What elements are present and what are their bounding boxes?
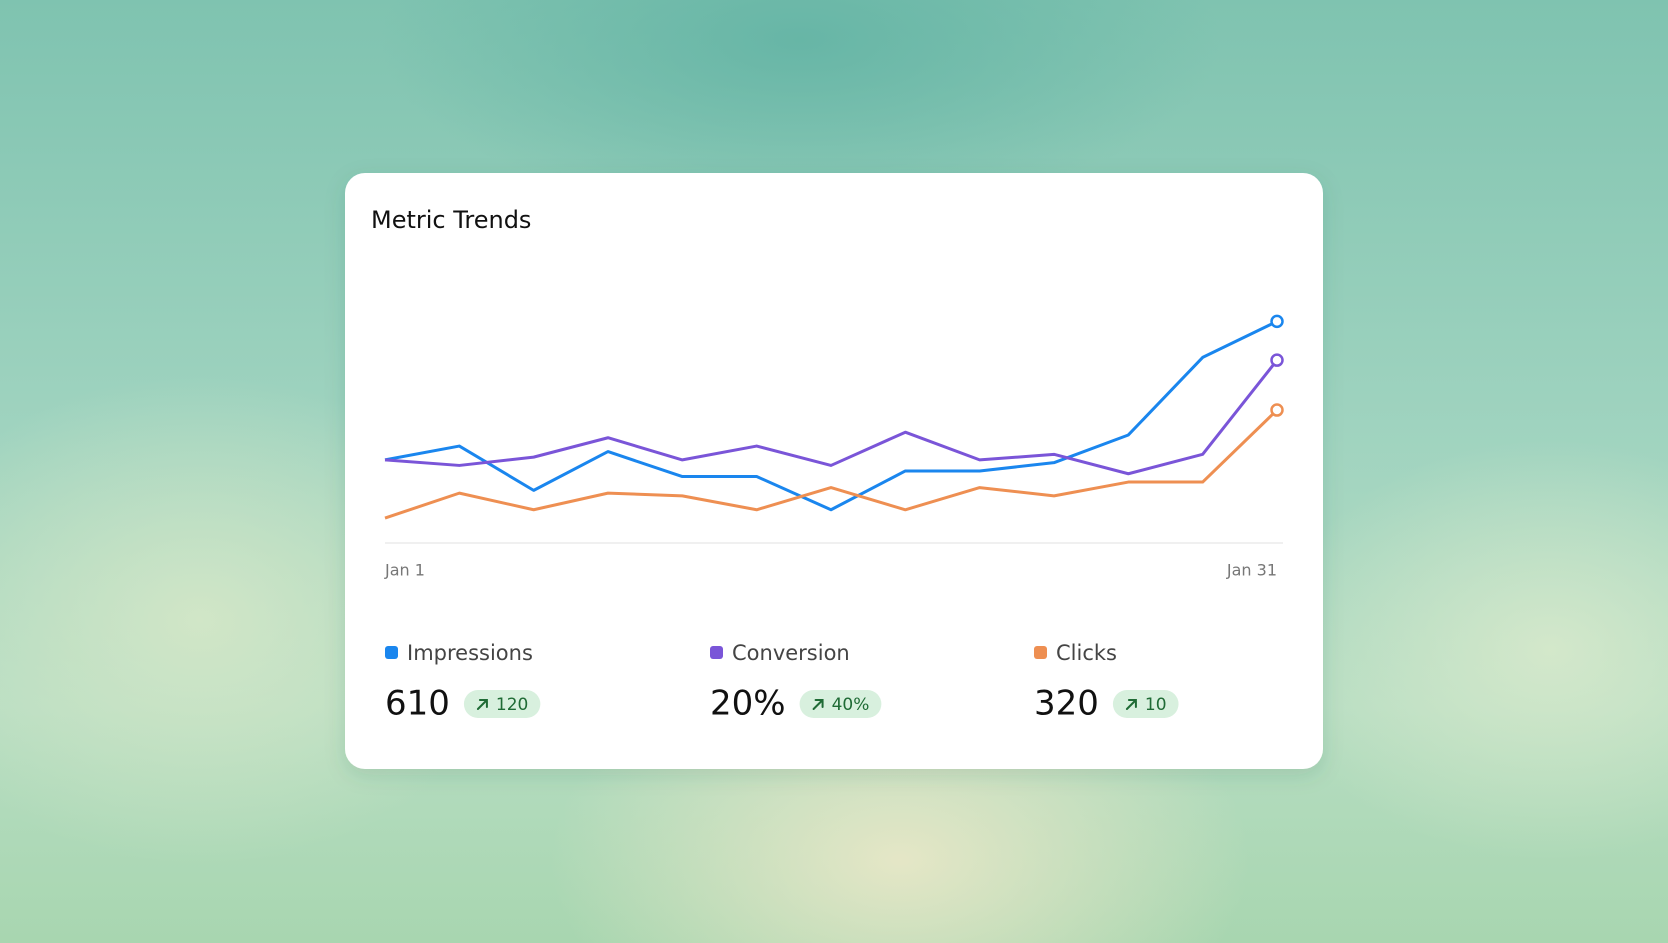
arrow-icon <box>1125 699 1137 710</box>
end-point <box>1270 314 1284 329</box>
legend-swatch <box>1034 646 1047 659</box>
arrow-icon <box>476 699 488 710</box>
end-point <box>1270 353 1284 367</box>
legend-label: Impressions <box>407 641 533 665</box>
change-badge <box>799 690 882 718</box>
metric-value: 610 <box>385 684 450 724</box>
change-badge <box>1112 690 1179 718</box>
x-tick-label: Jan 31 <box>1226 561 1277 580</box>
metric-value: 320 <box>1034 684 1099 724</box>
legend-swatch <box>710 646 723 659</box>
change-value: 40% <box>832 695 870 715</box>
x-tick-label: Jan 1 <box>384 561 425 580</box>
change-value: 10 <box>1145 695 1167 715</box>
legend-swatch <box>385 646 398 659</box>
legend-label: Conversion <box>732 641 850 665</box>
arrow-icon <box>812 699 824 710</box>
card-title: Metric Trends <box>371 206 531 234</box>
series-line <box>384 359 1279 476</box>
metric-value: 20% <box>710 684 786 724</box>
series-line <box>384 408 1279 520</box>
change-value: 120 <box>496 695 528 715</box>
card <box>345 173 1323 769</box>
series-line <box>384 320 1278 512</box>
legend-label: Clicks <box>1056 641 1117 665</box>
change-badge <box>463 690 541 718</box>
end-point <box>1270 403 1284 417</box>
